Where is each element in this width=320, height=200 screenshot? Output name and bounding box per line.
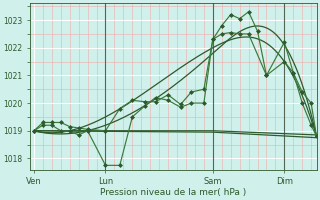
X-axis label: Pression niveau de la mer( hPa ): Pression niveau de la mer( hPa ) xyxy=(100,188,247,197)
